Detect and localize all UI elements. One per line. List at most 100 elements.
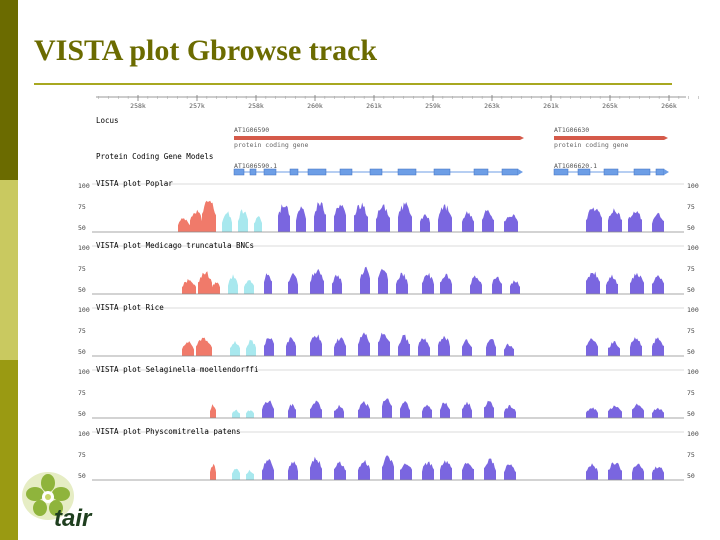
vista-peak: [652, 407, 664, 418]
vista-peak: [334, 204, 346, 232]
vista-y-tick-left: 75: [78, 265, 86, 273]
vista-y-tick-left: 50: [78, 348, 86, 356]
vista-peak: [288, 461, 298, 480]
vista-peak: [632, 463, 644, 480]
gene-model-1[interactable]: [233, 168, 523, 176]
vista-track-label: VISTA plot Physcomitrella patens: [96, 427, 241, 436]
ruler-label: 265k: [602, 102, 618, 110]
vista-y-tick-right: 50: [687, 286, 695, 294]
vista-peak: [652, 337, 664, 356]
vista-peak: [382, 455, 394, 480]
vista-peak: [286, 337, 296, 356]
vista-track-1[interactable]: VISTA plot Poplar 100 100 75 75 50 50: [78, 179, 699, 233]
vista-peak: [310, 334, 322, 356]
vista-peak: [358, 459, 370, 480]
vista-peak: [630, 272, 644, 294]
vista-peak: [264, 338, 274, 356]
vista-track-3[interactable]: VISTA plot Rice 100 100 75 75 50 50: [78, 303, 699, 357]
vista-peak: [440, 273, 452, 294]
vista-y-tick-left: 75: [78, 451, 86, 459]
vista-y-tick-left: 100: [78, 430, 90, 438]
vista-peak: [310, 456, 322, 480]
ruler-label: 260k: [307, 102, 323, 110]
ruler-label: 257k: [189, 102, 205, 110]
vista-peak: [296, 206, 306, 232]
vista-peak: [608, 405, 622, 418]
vista-peak: [178, 218, 190, 232]
ruler-label: 261k: [366, 102, 382, 110]
vista-y-tick-right: 75: [687, 451, 695, 459]
vista-track-2[interactable]: VISTA plot Medicago truncatula BNCs 100 10…: [78, 241, 699, 295]
locus-gene-2-name: AT1G06630: [554, 126, 589, 134]
vista-y-tick-right: 75: [687, 389, 695, 397]
vista-peak: [264, 273, 272, 294]
locus-gene-1-name: AT1G06590: [234, 126, 269, 134]
vista-peak: [222, 211, 232, 232]
vista-y-tick-right: 100: [687, 430, 699, 438]
locus-gene-1-type: protein coding gene: [234, 141, 308, 149]
vista-y-tick-right: 50: [687, 348, 695, 356]
gene-model-exon: [473, 168, 489, 176]
vista-y-tick-left: 75: [78, 327, 86, 335]
vista-peak: [182, 278, 196, 294]
vista-peak: [632, 403, 644, 418]
vista-peak: [244, 280, 254, 294]
vista-peak: [438, 335, 450, 356]
vista-y-tick-right: 100: [687, 368, 699, 376]
gene-model-2[interactable]: [553, 168, 669, 176]
locus-track-label: Locus: [96, 116, 119, 125]
gbrowse-tracks: 258k 257k 258k 260k 261k 259k 263k 261k 265k 266k…: [78, 92, 702, 482]
vista-y-tick-right: 75: [687, 265, 695, 273]
vista-track-5[interactable]: VISTA plot Physcomitrella patens 100 100 75…: [78, 427, 699, 481]
vista-peak: [238, 209, 248, 232]
locus-gene-1-arrow[interactable]: [234, 136, 524, 140]
gene-model-exon: [369, 168, 383, 176]
vista-peak: [246, 339, 256, 356]
vista-peak: [400, 463, 412, 480]
vista-y-tick-left: 75: [78, 203, 86, 211]
vista-peak: [652, 275, 664, 294]
vista-peak: [652, 212, 664, 232]
side-bar-middle: [0, 180, 18, 360]
gene-model-2-name: AT1G06620.1: [554, 162, 597, 170]
tair-logo-flower-icon: [22, 472, 74, 520]
vista-track-label: VISTA plot Rice: [96, 303, 164, 312]
vista-peak: [586, 271, 600, 294]
locus-gene-2-arrow[interactable]: [554, 136, 668, 140]
vista-peak: [314, 202, 326, 232]
vista-peak: [396, 272, 408, 294]
vista-peak: [586, 338, 598, 356]
vista-peak: [462, 211, 474, 232]
vista-peak: [398, 202, 412, 232]
vista-peak: [358, 332, 370, 356]
vista-peak: [376, 204, 390, 232]
gene-model-exon: [263, 168, 277, 176]
gene-model-exon: [307, 168, 327, 176]
vista-peak: [210, 463, 216, 480]
gene-model-exon: [397, 168, 417, 176]
vista-peak: [586, 207, 602, 232]
ruler-label: 258k: [130, 102, 146, 110]
vista-track-label: VISTA plot Medicago truncatula BNCs: [96, 241, 254, 250]
vista-peak: [230, 340, 240, 356]
vista-peak: [606, 274, 618, 294]
vista-peak: [422, 461, 434, 480]
vista-peak: [196, 337, 212, 356]
vista-peak: [228, 274, 238, 294]
vista-peak: [334, 404, 344, 418]
vista-y-tick-left: 100: [78, 244, 90, 252]
ruler-label: 259k: [425, 102, 441, 110]
vista-peak: [198, 271, 212, 294]
gene-model-exon: [289, 168, 299, 176]
vista-peak: [630, 337, 642, 356]
vista-peak: [484, 400, 494, 418]
vista-peak: [440, 402, 450, 418]
vista-peak: [378, 268, 388, 294]
vista-track-4[interactable]: VISTA plot Selaginella moellendorffi 100 1…: [78, 365, 699, 419]
vista-peak: [246, 410, 254, 418]
vista-track-label: VISTA plot Poplar: [96, 179, 173, 188]
ruler-label: 266k: [661, 102, 677, 110]
vista-peak: [202, 200, 216, 232]
vista-peak: [378, 332, 390, 356]
vista-peak: [486, 339, 496, 356]
